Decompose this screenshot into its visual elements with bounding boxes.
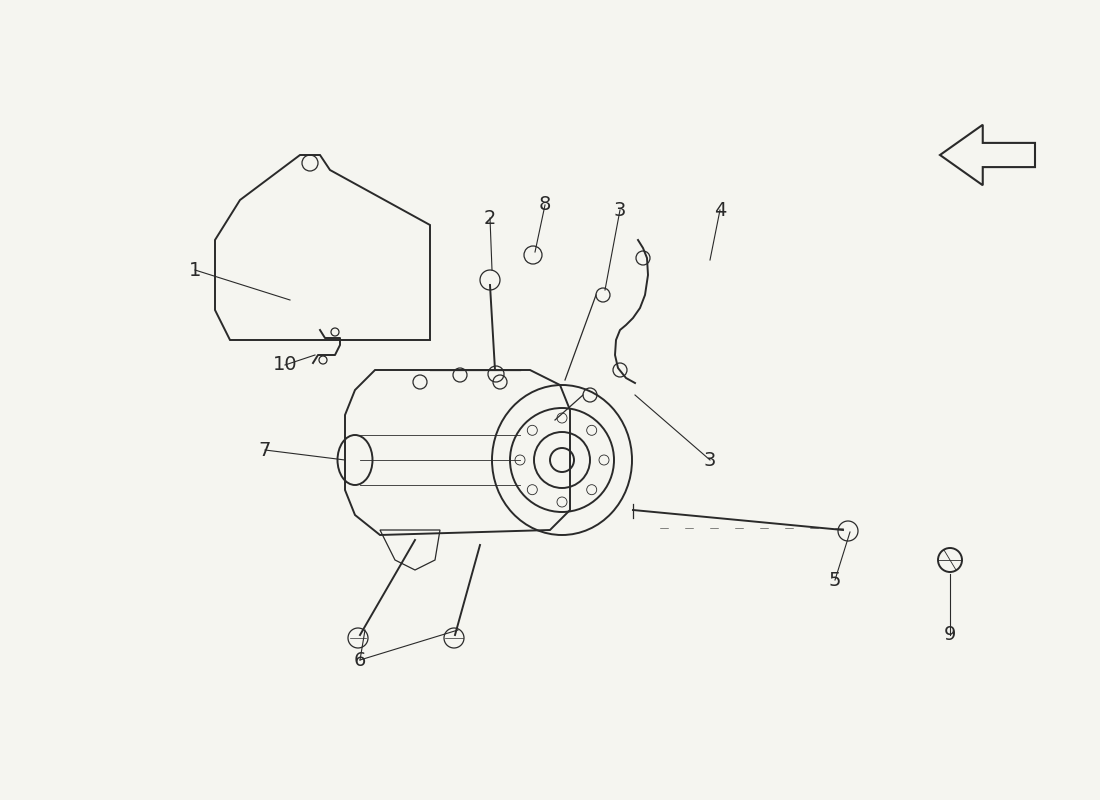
- Text: 3: 3: [614, 201, 626, 219]
- Text: 8: 8: [539, 195, 551, 214]
- Text: 3: 3: [704, 450, 716, 470]
- Text: 4: 4: [714, 201, 726, 219]
- Text: 6: 6: [354, 650, 366, 670]
- Text: 7: 7: [258, 441, 272, 459]
- Text: 5: 5: [828, 570, 842, 590]
- Text: 9: 9: [944, 626, 956, 645]
- Text: 10: 10: [273, 355, 297, 374]
- Text: 2: 2: [484, 209, 496, 227]
- Text: 1: 1: [189, 261, 201, 279]
